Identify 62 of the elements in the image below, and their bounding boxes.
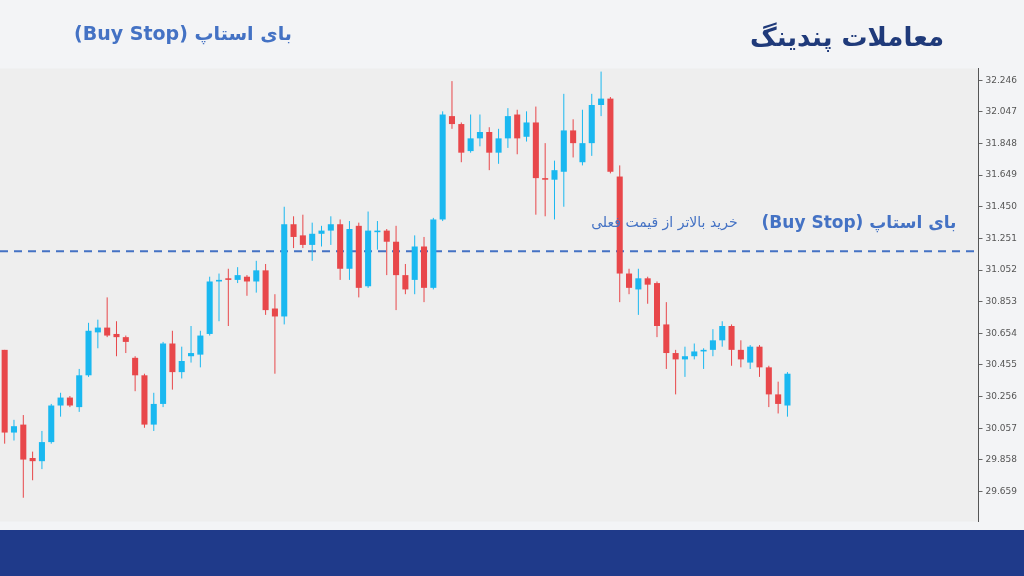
candlestick [38, 430, 45, 470]
candlestick [402, 263, 409, 295]
candlestick [29, 451, 36, 481]
candlestick [290, 215, 297, 249]
candlestick [579, 109, 586, 166]
candlestick [327, 215, 334, 246]
candlestick [309, 222, 316, 262]
candlestick [709, 328, 716, 357]
candlestick [448, 80, 456, 130]
y-tick-label: 30.853 [985, 296, 1018, 307]
candlestick [10, 419, 18, 441]
y-tick-label: 32.246 [985, 74, 1018, 85]
candlestick [551, 160, 558, 220]
y-tick-label: 30.654 [985, 327, 1018, 338]
candlestick [719, 320, 726, 348]
candlestick [486, 126, 493, 171]
candlestick [197, 330, 204, 368]
candlestick [104, 296, 111, 338]
y-tick-label: 31.251 [985, 232, 1018, 243]
candlestick [150, 392, 157, 432]
y-tick-label: 30.455 [985, 359, 1018, 370]
candlestick [253, 260, 260, 294]
candlestick [681, 346, 688, 378]
y-tick-label: 31.649 [985, 169, 1018, 180]
candlestick [523, 110, 530, 143]
candlestick [747, 344, 754, 370]
candlestick [542, 142, 549, 217]
y-tick-label: 32.047 [985, 106, 1018, 117]
candlestick [737, 339, 744, 368]
candlestick [299, 214, 306, 249]
candlestick [570, 118, 577, 158]
y-tick-label: 31.450 [985, 201, 1018, 212]
candlestick [178, 346, 185, 379]
candlestick [504, 107, 511, 149]
candlestick [188, 325, 195, 364]
y-tick-label: 30.256 [985, 390, 1018, 401]
y-tick-label: 31.848 [985, 137, 1018, 148]
candlestick [598, 71, 605, 117]
candlestick [775, 381, 782, 414]
candlestick [383, 228, 390, 276]
y-tick-label: 29.858 [985, 454, 1018, 465]
y-tick-label: 29.659 [985, 485, 1018, 496]
candlestick [626, 268, 633, 295]
candlestick [672, 349, 679, 395]
candlestick [495, 128, 502, 165]
candlestick [635, 268, 642, 316]
ref-line-label: بای استاپ (Buy Stop) [761, 211, 957, 233]
candlestick [318, 225, 325, 247]
y-tick-label: 31.052 [985, 264, 1018, 275]
candlestick [728, 323, 735, 367]
candlestick [132, 355, 139, 392]
candlestick [476, 114, 483, 147]
candlestick [113, 320, 120, 357]
candlestick [225, 268, 232, 327]
candlestick [57, 392, 64, 418]
candlestick [644, 276, 651, 305]
candlestick [467, 114, 474, 154]
chart-title: معاملات پندینگ [750, 22, 944, 52]
chart-subtitle: بای استاپ (Buy Stop) [74, 22, 292, 44]
candlestick [514, 109, 521, 155]
candlestick [756, 344, 763, 378]
y-tick-label: 30.057 [985, 422, 1018, 433]
